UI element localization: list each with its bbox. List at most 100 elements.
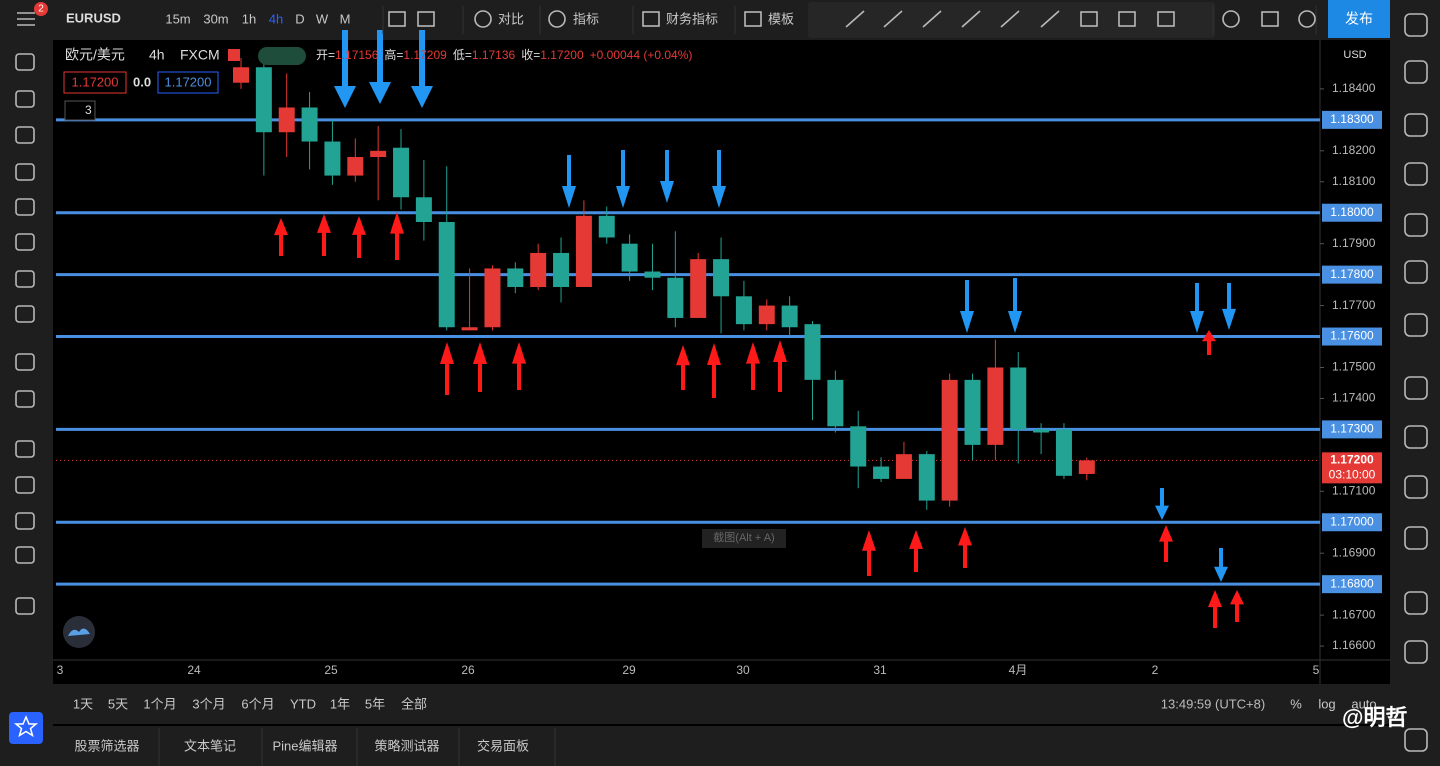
toolbar-icon[interactable] bbox=[1040, 10, 1060, 28]
log-toggle[interactable]: log bbox=[1318, 696, 1335, 711]
range-button[interactable]: 1个月 bbox=[143, 696, 176, 711]
sidebar-icon[interactable] bbox=[1404, 113, 1428, 137]
toolbar-icon[interactable] bbox=[1118, 11, 1136, 27]
financials-button[interactable]: 财务指标 bbox=[666, 11, 718, 26]
arrow[interactable] bbox=[1208, 590, 1222, 628]
arrow[interactable] bbox=[660, 150, 674, 203]
tool-icon[interactable] bbox=[15, 305, 35, 323]
sidebar-icon[interactable] bbox=[1404, 728, 1428, 752]
range-button[interactable]: 全部 bbox=[401, 696, 427, 711]
sidebar-icon[interactable] bbox=[1404, 425, 1428, 449]
currency[interactable]: USD bbox=[1343, 49, 1366, 61]
range-button[interactable]: 3个月 bbox=[192, 696, 225, 711]
templates-button[interactable]: 模板 bbox=[768, 11, 794, 26]
menu-icon[interactable] bbox=[17, 12, 35, 26]
arrow[interactable] bbox=[369, 30, 391, 104]
arrow[interactable] bbox=[1159, 525, 1173, 562]
range-button[interactable]: 6个月 bbox=[241, 696, 274, 711]
arrow[interactable] bbox=[960, 280, 974, 333]
arrow[interactable] bbox=[1230, 590, 1244, 622]
toolbar-icon[interactable] bbox=[883, 10, 903, 28]
arrow[interactable] bbox=[473, 342, 487, 392]
tool-icon[interactable] bbox=[15, 90, 35, 108]
buy-price[interactable]: 1.17200 bbox=[165, 74, 212, 89]
toolbar-icon[interactable] bbox=[474, 10, 492, 28]
toolbar-icon[interactable] bbox=[1157, 11, 1175, 27]
arrow[interactable] bbox=[1008, 278, 1022, 333]
auto-toggle[interactable]: auto bbox=[1351, 696, 1376, 711]
tool-icon[interactable] bbox=[15, 353, 35, 371]
sidebar-icon[interactable] bbox=[1404, 260, 1428, 284]
toolbar-icon[interactable] bbox=[1080, 11, 1098, 27]
sidebar-icon[interactable] bbox=[1404, 376, 1428, 400]
arrow[interactable] bbox=[274, 218, 288, 256]
panel-tab[interactable]: 交易面板 bbox=[477, 738, 529, 753]
tool-icon[interactable] bbox=[15, 126, 35, 144]
interval-button[interactable]: D bbox=[295, 11, 304, 26]
arrow[interactable] bbox=[676, 345, 690, 390]
toolbar-icon[interactable] bbox=[744, 11, 762, 27]
interval-button[interactable]: 4h bbox=[269, 11, 283, 26]
toolbar-icon[interactable] bbox=[922, 10, 942, 28]
arrow[interactable] bbox=[746, 342, 760, 390]
indicators-button[interactable]: 指标 bbox=[573, 11, 599, 26]
arrow[interactable] bbox=[317, 214, 331, 256]
arrow[interactable] bbox=[1222, 283, 1236, 330]
arrow[interactable] bbox=[411, 30, 433, 108]
sidebar-icon[interactable] bbox=[1404, 640, 1428, 664]
tool-icon[interactable] bbox=[15, 546, 35, 564]
buy-box[interactable] bbox=[157, 71, 219, 94]
toolbar-icon[interactable] bbox=[1261, 11, 1279, 27]
tool-icon[interactable] bbox=[15, 440, 35, 458]
publish-label[interactable]: 发布 bbox=[1345, 11, 1373, 27]
toolbar-icon[interactable] bbox=[1000, 10, 1020, 28]
arrow[interactable] bbox=[1214, 548, 1228, 582]
range-button[interactable]: 5天 bbox=[108, 696, 128, 711]
toolbar-icon[interactable] bbox=[961, 10, 981, 28]
toolbar-icon[interactable] bbox=[388, 11, 406, 27]
collapse-box[interactable] bbox=[64, 100, 96, 121]
percent-toggle[interactable]: % bbox=[1290, 696, 1302, 711]
interval-button[interactable]: 30m bbox=[203, 11, 228, 26]
arrow[interactable] bbox=[707, 343, 721, 398]
arrow[interactable] bbox=[440, 342, 454, 395]
range-button[interactable]: YTD bbox=[290, 696, 316, 711]
toolbar-icon[interactable] bbox=[845, 10, 865, 28]
arrow[interactable] bbox=[712, 150, 726, 208]
toolbar-icon[interactable] bbox=[548, 10, 566, 28]
interval-button[interactable]: M bbox=[340, 11, 351, 26]
collapsed-count[interactable]: 3 bbox=[85, 103, 92, 117]
sidebar-icon[interactable] bbox=[1404, 526, 1428, 550]
sidebar-icon[interactable] bbox=[1404, 475, 1428, 499]
sidebar-icon[interactable] bbox=[1404, 591, 1428, 615]
interval-button[interactable]: 15m bbox=[165, 11, 190, 26]
arrow[interactable] bbox=[616, 150, 630, 208]
sidebar-icon[interactable] bbox=[1404, 162, 1428, 186]
sidebar-icon[interactable] bbox=[1404, 60, 1428, 84]
toolbar-icon[interactable] bbox=[417, 11, 435, 27]
panel-tab[interactable]: 股票筛选器 bbox=[74, 738, 139, 753]
tool-icon[interactable] bbox=[15, 270, 35, 288]
arrow[interactable] bbox=[512, 342, 526, 390]
tool-icon[interactable] bbox=[15, 198, 35, 216]
arrow[interactable] bbox=[1155, 488, 1169, 520]
panel-tab[interactable]: 策略测试器 bbox=[374, 738, 439, 753]
arrow[interactable] bbox=[352, 216, 366, 258]
arrow[interactable] bbox=[958, 527, 972, 568]
arrow[interactable] bbox=[909, 530, 923, 572]
arrow[interactable] bbox=[773, 340, 787, 392]
arrow[interactable] bbox=[334, 30, 356, 108]
arrow[interactable] bbox=[1190, 283, 1204, 333]
panel-tab[interactable]: Pine编辑器 bbox=[272, 738, 337, 753]
tool-icon[interactable] bbox=[15, 476, 35, 494]
range-button[interactable]: 5年 bbox=[365, 696, 385, 711]
compare-button[interactable]: 对比 bbox=[498, 11, 524, 26]
sell-box[interactable] bbox=[63, 71, 127, 94]
publish-button[interactable] bbox=[1328, 0, 1390, 38]
arrow[interactable] bbox=[1202, 330, 1216, 355]
tool-icon[interactable] bbox=[15, 53, 35, 71]
sidebar-icon[interactable] bbox=[1404, 13, 1428, 37]
tool-icon[interactable] bbox=[15, 597, 35, 615]
tool-icon[interactable] bbox=[15, 233, 35, 251]
panel-tab[interactable]: 文本笔记 bbox=[184, 738, 236, 753]
